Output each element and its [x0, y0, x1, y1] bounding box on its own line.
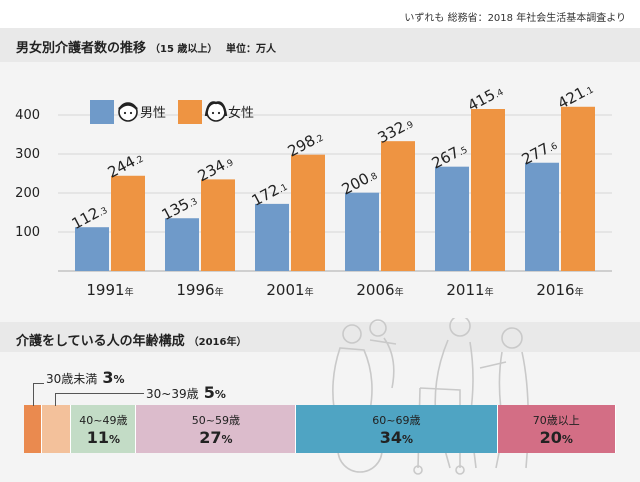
- callout-line-under30: [33, 383, 44, 406]
- y-tick-label: 400: [15, 108, 40, 123]
- age-segment-70plus: 70歳以上 20%: [497, 405, 616, 453]
- bottom-chart-title-text: 介護をしている人の年齢構成: [16, 334, 185, 349]
- male-legend-swatch: [90, 100, 114, 124]
- source-note: いずれも 総務省：2018 年社会生活基本調査より: [404, 13, 626, 24]
- age-segment-label: 40~49歳: [79, 413, 128, 427]
- callout-under30-value: 3: [102, 368, 114, 387]
- x-tick-label: 2001年: [266, 281, 313, 299]
- male-bar: [255, 203, 289, 271]
- bar-value-label: 415.4: [465, 81, 507, 114]
- callout-line-30s: [55, 393, 144, 406]
- top-chart-title: 男女別介護者数の推移 （15 歳以上） 単位：万人: [16, 37, 276, 56]
- callout-under30-label: 30歳未満: [46, 372, 98, 386]
- y-tick-label: 200: [15, 186, 40, 201]
- female-bar: [291, 154, 325, 271]
- top-chart-title-sub: （15 歳以上）: [150, 44, 218, 55]
- x-tick-label: 2011年: [446, 281, 493, 299]
- callout-30s-unit: %: [214, 388, 226, 401]
- y-tick-label: 300: [15, 147, 40, 162]
- x-tick-label: 2016年: [536, 281, 583, 299]
- age-segment-30s: [41, 405, 72, 453]
- age-segment-under30: [24, 405, 42, 453]
- callout-under30: 30歳未満 3%: [46, 368, 125, 387]
- male-legend-label: 男性: [140, 106, 166, 121]
- female-bar: [111, 175, 145, 271]
- callout-30s: 30~39歳 5%: [146, 383, 226, 402]
- male-bar: [435, 166, 469, 271]
- male-bar: [525, 162, 559, 271]
- female-bar: [471, 108, 505, 271]
- x-tick-label: 1991年: [86, 281, 133, 299]
- female-bar: [381, 141, 415, 271]
- gender-caregiver-chart: 100200300400112.3244.21991年135.3234.9199…: [15, 81, 612, 299]
- age-segment-60s: 60~69歳 34%: [296, 405, 498, 453]
- age-segment-50s: 50~59歳 27%: [136, 405, 297, 453]
- top-chart-title-text: 男女別介護者数の推移: [16, 41, 147, 56]
- male-face-eye: [129, 111, 133, 115]
- caregiver-illustration: [330, 318, 530, 475]
- callout-30s-label: 30~39歳: [146, 387, 199, 401]
- female-legend-label: 女性: [228, 105, 254, 121]
- age-segment-label: 70歳以上: [532, 413, 580, 427]
- age-segment-label: 50~59歳: [191, 413, 240, 427]
- age-composition-bar: 40~49歳 11% 50~59歳 27% 60~69歳 34% 70歳以上 20%: [24, 405, 616, 453]
- y-tick-label: 100: [15, 225, 40, 240]
- male-face-icon: [118, 102, 138, 122]
- top-chart-unit: 単位：万人: [225, 44, 276, 55]
- female-legend-swatch: [178, 100, 202, 124]
- female-face-eye: [211, 111, 215, 115]
- age-segment-value: 11%: [86, 427, 121, 447]
- top-title-band: [0, 28, 640, 62]
- female-bar: [201, 179, 235, 271]
- callout-30s-value: 5: [203, 383, 215, 402]
- bottom-chart-title-sub: （2016年）: [188, 337, 247, 348]
- male-bar: [75, 227, 109, 271]
- age-segment-label: 60~69歳: [372, 413, 421, 427]
- x-tick-label: 2006年: [356, 281, 403, 299]
- bottom-title-band: [0, 322, 640, 352]
- male-bar: [165, 218, 199, 271]
- female-face-eye: [217, 111, 221, 115]
- age-segment-value: 27%: [199, 427, 233, 447]
- female-face-hair: [204, 101, 228, 117]
- male-bar: [345, 192, 379, 271]
- bottom-chart-title: 介護をしている人の年齢構成 （2016年）: [16, 330, 246, 349]
- age-segment-value: 20%: [539, 427, 573, 447]
- male-face-eye: [123, 111, 127, 115]
- male-face-hair: [118, 103, 138, 110]
- age-segment-40s: 40~49歳 11%: [71, 405, 137, 453]
- female-bar: [561, 106, 595, 271]
- x-tick-label: 1996年: [176, 281, 223, 299]
- age-segment-value: 34%: [379, 427, 414, 447]
- callout-under30-unit: %: [113, 373, 125, 386]
